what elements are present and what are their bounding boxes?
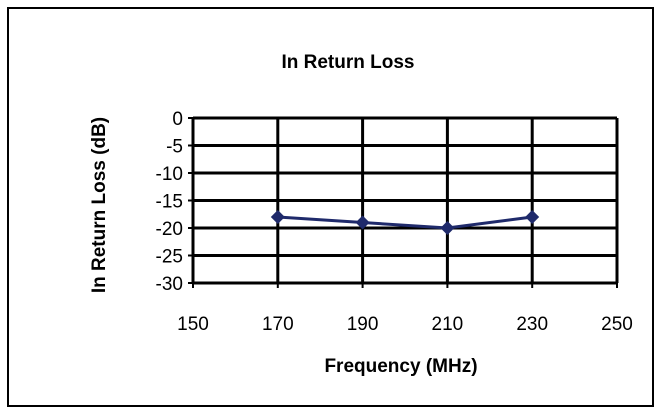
x-tick-label: 190	[347, 314, 379, 335]
data-point	[270, 210, 285, 224]
x-tick-label: 150	[177, 314, 209, 335]
y-axis-title: In Return Loss (dB)	[89, 117, 110, 293]
y-tick-label: -5	[166, 137, 183, 158]
y-tick-label: -10	[156, 164, 183, 185]
y-tick-label: -30	[156, 274, 183, 295]
plot-area: 0 -5 -10 -15 -20 -25 -30 150 170 190 210 230 250	[156, 109, 633, 335]
x-tick-label: 170	[262, 314, 294, 335]
chart-title: In Return Loss	[281, 52, 414, 73]
y-tick-label: 0	[172, 109, 183, 130]
y-tick-label: -20	[156, 219, 183, 240]
data-point	[525, 210, 540, 224]
data-point	[440, 221, 455, 235]
x-axis-title: Frequency (MHz)	[324, 356, 477, 377]
data-point	[355, 215, 370, 230]
chart-frame	[7, 7, 654, 407]
y-tick-label: -15	[156, 192, 183, 213]
x-tick-label: 250	[601, 314, 633, 335]
y-tick-label: -25	[156, 247, 183, 268]
x-tick-label: 210	[432, 314, 464, 335]
series-line	[277, 215, 533, 230]
x-tick-label: 230	[516, 314, 548, 335]
